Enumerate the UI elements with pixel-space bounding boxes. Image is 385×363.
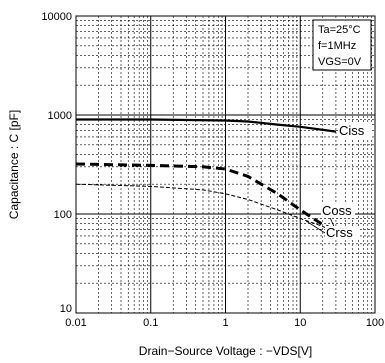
series-ciss-label-bg <box>338 124 372 138</box>
y-tick-label: 10000 <box>41 11 72 23</box>
x-tick-label: 10 <box>294 317 306 329</box>
conditions-box: Ta=25°C f=1MHz VGS=0V <box>312 19 372 71</box>
condition-frequency: f=1MHz <box>318 40 356 52</box>
x-axis-label: Drain−Source Voltage : −VDS[V] <box>139 344 312 358</box>
condition-gate-voltage: VGS=0V <box>318 56 362 68</box>
x-tick-label: 0.01 <box>65 317 86 329</box>
condition-temperature: Ta=25°C <box>318 24 361 36</box>
conditions-box-frame <box>312 19 372 71</box>
series-crss-line <box>75 183 337 233</box>
series-coss-line <box>75 162 337 232</box>
x-tick-label: 0.1 <box>143 317 158 329</box>
y-tick-label: 100 <box>54 209 72 221</box>
y-axis-label: Capacitance : C [pF] <box>7 110 21 219</box>
series-ciss-line <box>76 118 337 133</box>
x-tick-label: 1 <box>222 317 228 329</box>
y-tick-label: 10 <box>60 303 72 315</box>
series-crss-leader <box>305 220 326 234</box>
y-tick-labels: 10 100 1000 10000 <box>41 11 72 315</box>
x-tick-labels: 0.01 0.1 1 10 100 <box>65 317 384 329</box>
series-ciss-label: Ciss <box>339 123 365 138</box>
x-tick-label: 100 <box>366 317 384 329</box>
series-layer <box>75 118 337 233</box>
series-coss-label-bg <box>321 204 355 218</box>
series-crss-label-bg <box>325 226 359 240</box>
series-labels: Ciss Coss Crss <box>305 123 372 240</box>
y-tick-label: 1000 <box>48 110 72 122</box>
series-coss-label: Coss <box>322 203 352 218</box>
series-crss-label: Crss <box>326 225 353 240</box>
